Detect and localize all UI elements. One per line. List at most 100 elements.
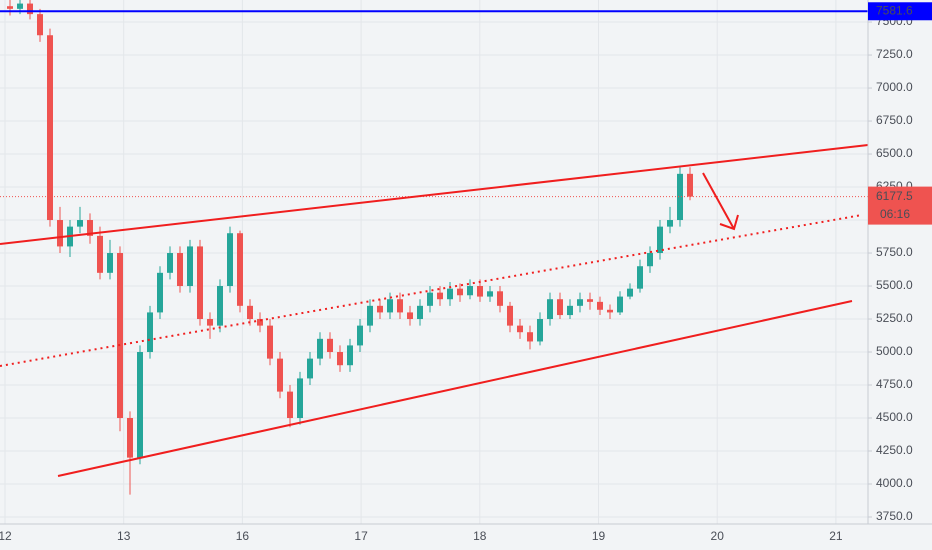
y-tick-label: 5750.0 — [876, 245, 913, 259]
candle-body — [647, 253, 653, 267]
candle-body — [397, 299, 403, 313]
last-price-box — [868, 186, 932, 225]
x-tick-label: 13 — [117, 529, 131, 543]
candle-body — [497, 291, 503, 306]
candle-body — [587, 299, 593, 302]
candle-body — [167, 253, 173, 273]
candle-body — [627, 288, 633, 297]
candle-body — [217, 286, 223, 326]
candle-body — [337, 352, 343, 366]
trend-line-middle — [0, 214, 863, 367]
candle-body — [447, 288, 453, 300]
candle-body — [177, 253, 183, 287]
candle-body — [237, 233, 243, 306]
candle-body — [207, 319, 213, 326]
candle-body — [87, 220, 93, 236]
y-tick-label: 5500.0 — [876, 278, 913, 292]
y-tick-label: 7000.0 — [876, 80, 913, 94]
candles — [0, 0, 868, 495]
candle-body — [607, 309, 613, 313]
candle-body — [57, 220, 63, 247]
candle-body — [327, 338, 333, 353]
candle-body — [487, 291, 493, 297]
candle-body — [367, 305, 373, 326]
candle-body — [557, 299, 563, 316]
candle-body — [667, 220, 673, 227]
x-tick-label: 16 — [236, 529, 250, 543]
candle-body — [567, 305, 573, 316]
candle-body — [377, 305, 383, 313]
price-line-label-box — [868, 2, 932, 21]
candle-body — [387, 299, 393, 313]
y-tick-label: 4750.0 — [876, 377, 913, 391]
candle-body — [267, 325, 273, 359]
candle-body — [197, 246, 203, 320]
candle-body — [257, 319, 263, 326]
candle-body — [537, 319, 543, 342]
price-line-label: 7581.6 — [876, 3, 913, 17]
trend-line-lower — [57, 300, 853, 477]
candle-body — [287, 391, 293, 419]
candle-body — [307, 358, 313, 379]
candle-body — [17, 3, 23, 9]
y-tick-label: 3750.0 — [876, 509, 913, 523]
last-price-label: 6177.5 — [876, 189, 913, 203]
candle-body — [577, 299, 583, 306]
candle-body — [597, 301, 603, 310]
x-tick-label: 19 — [592, 529, 606, 543]
candle-body — [687, 173, 693, 197]
candle-body — [427, 292, 433, 306]
candle-body — [677, 173, 683, 221]
y-tick-label: 5250.0 — [876, 311, 913, 325]
candle-body — [227, 233, 233, 287]
x-tick-label: 17 — [354, 529, 368, 543]
trend-line-upper — [0, 144, 869, 245]
x-tick-label: 21 — [829, 529, 843, 543]
candle-body — [77, 220, 83, 227]
candle-body — [247, 305, 253, 320]
y-tick-label: 7250.0 — [876, 47, 913, 61]
candle-body — [317, 338, 323, 359]
candle-body — [157, 272, 163, 313]
candle-body — [507, 305, 513, 326]
candle-body — [617, 296, 623, 313]
candle-body — [637, 266, 643, 289]
candle-body — [107, 253, 113, 273]
candle-body — [467, 286, 473, 296]
y-tick-label: 6500.0 — [876, 146, 913, 160]
candle-body — [37, 14, 43, 36]
y-tick-label: 5000.0 — [876, 344, 913, 358]
candle-body — [527, 332, 533, 342]
y-tick-label: 4500.0 — [876, 410, 913, 424]
arrow — [702, 172, 739, 231]
x-tick-label: 20 — [711, 529, 725, 543]
candle-body — [657, 226, 663, 254]
x-tick-label: 18 — [473, 529, 487, 543]
candle-body — [407, 312, 413, 320]
candle-body — [347, 345, 353, 366]
candle-body — [297, 378, 303, 419]
candle-body — [117, 253, 123, 419]
candle-body — [47, 35, 53, 221]
candle-body — [547, 299, 553, 320]
drawings — [0, 144, 869, 477]
candle-body — [417, 305, 423, 320]
candle-body — [457, 288, 463, 296]
candle-body — [97, 235, 103, 273]
x-tick-label: 12 — [0, 529, 12, 543]
candle-body — [187, 246, 193, 287]
candle-body — [7, 6, 13, 9]
y-tick-label: 4250.0 — [876, 443, 913, 457]
y-tick-label: 6750.0 — [876, 113, 913, 127]
candle-body — [27, 3, 33, 15]
y-tick-label: 4000.0 — [876, 476, 913, 490]
candle-body — [357, 325, 363, 346]
candle-body — [437, 292, 443, 300]
candle-body — [517, 325, 523, 333]
candle-body — [127, 418, 133, 458]
candle-body — [137, 352, 143, 458]
candle-body — [147, 312, 153, 353]
